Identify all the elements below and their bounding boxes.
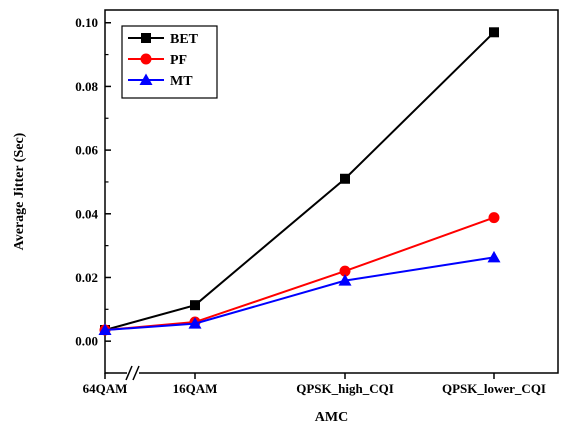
y-tick-label: 0.00 <box>75 334 98 349</box>
data-point-mt <box>98 323 112 336</box>
y-tick-label: 0.10 <box>75 15 98 30</box>
series-line-bet <box>104 31 495 331</box>
x-tick-label: QPSK_high_CQI <box>296 381 394 396</box>
y-axis-title: Average Jitter (Sec) <box>12 132 27 250</box>
legend-marker <box>141 33 151 43</box>
y-tick-label: 0.02 <box>75 270 98 285</box>
plot-frame <box>104 9 559 374</box>
x-tick-labels: 64QAM 16QAM QPSK_high_CQI QPSK_lower_CQI <box>83 381 546 396</box>
legend-entry: MT <box>128 73 193 89</box>
legend-entry: PF <box>128 53 187 68</box>
data-point-bet <box>190 300 200 311</box>
legend-label: MT <box>170 74 193 89</box>
legend-label: BET <box>170 32 199 47</box>
legend-marker <box>140 53 152 65</box>
data-point-bet <box>340 173 350 184</box>
plot-area-border <box>104 9 559 374</box>
axis-break-slash <box>125 365 133 381</box>
series-line-mt <box>104 256 495 332</box>
data-point-mt <box>188 317 202 329</box>
y-tick-labels: 0.00 0.02 0.04 0.06 0.08 0.10 <box>75 15 98 348</box>
y-tick-label: 0.06 <box>75 143 98 158</box>
y-tick-label: 0.08 <box>75 79 98 94</box>
y-tick-label: 0.04 <box>75 206 98 221</box>
x-axis-title: AMC <box>315 410 348 425</box>
legend-entry: BET <box>128 32 199 47</box>
data-point-bet <box>489 27 499 38</box>
data-point-pf <box>488 212 500 224</box>
x-tick-label: 64QAM <box>83 381 128 396</box>
legend-marker <box>139 73 153 85</box>
x-tick-label: QPSK_lower_CQI <box>442 381 546 396</box>
data-point-mt <box>338 274 352 286</box>
axis-ticks <box>104 21 495 379</box>
legend: BET PF MT <box>121 25 218 99</box>
x-tick-label: 16QAM <box>173 381 218 396</box>
axis-break-slash <box>132 365 140 381</box>
data-point-pf <box>339 265 351 277</box>
data-point-mt <box>487 250 501 263</box>
series-pf <box>99 212 500 336</box>
series <box>98 27 501 336</box>
legend-label: PF <box>170 53 187 68</box>
series-mt <box>98 250 501 336</box>
axis-break <box>125 365 140 381</box>
